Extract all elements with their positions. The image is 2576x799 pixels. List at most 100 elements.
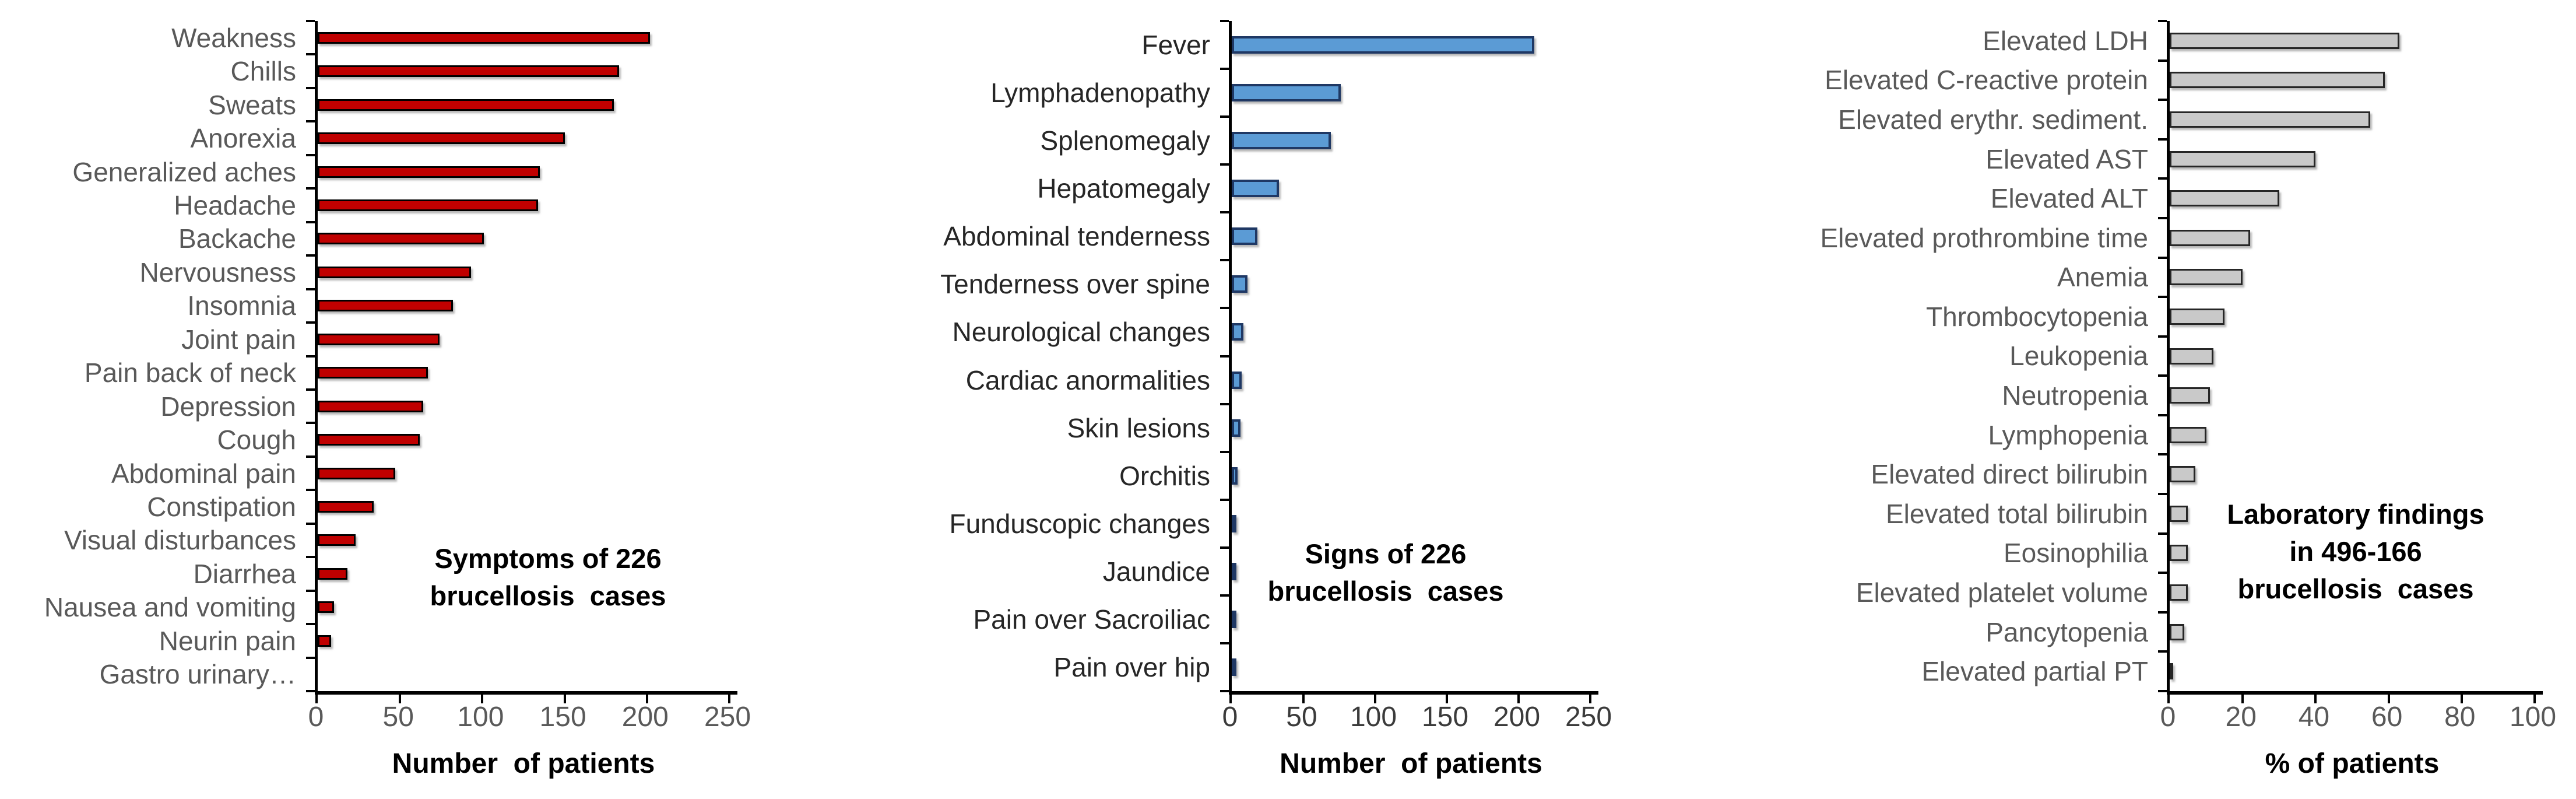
bar [1232, 275, 1248, 293]
chart-title-line: in 496-166 [2289, 536, 2422, 567]
category-label: Cardiac anormalities [965, 365, 1210, 395]
bar [2170, 505, 2188, 522]
bar [318, 166, 540, 178]
bar [318, 233, 484, 245]
lab-findings-chart-panel: Elevated LDH Elevated C-reactive protein E… [1717, 0, 2576, 799]
x-tick-label: 50 [382, 702, 414, 733]
category-label: Elevated direct bilirubin [1871, 459, 2148, 490]
x-axis-tick [2314, 695, 2317, 703]
y-axis-tick [2158, 690, 2167, 692]
category-label: Leukopenia [2009, 341, 2148, 372]
bar [318, 434, 420, 446]
x-tick-label: 50 [1286, 702, 1317, 733]
category-label: Chills [230, 56, 296, 87]
y-axis-tick [1220, 259, 1229, 262]
bar [1232, 371, 1242, 389]
signs-chart-panel: Fever Lymphadenopathy Splenomegaly Hepatome… [859, 0, 1717, 799]
bar [1232, 658, 1236, 676]
x-axis-tick [728, 695, 730, 703]
y-axis-tick [1220, 642, 1229, 644]
bar [2170, 584, 2188, 601]
category-label: Backache [178, 223, 296, 254]
chart-title-line: brucellosis cases [1267, 576, 1504, 607]
bar [1232, 514, 1236, 532]
y-axis-tick [306, 187, 315, 190]
bar [318, 467, 395, 479]
x-tick-label: 100 [2509, 702, 2557, 733]
y-axis-tick [2158, 99, 2167, 101]
x-tick-label: 40 [2298, 702, 2330, 733]
category-label: Elevated platelet volume [1855, 577, 2148, 608]
y-axis-tick [2158, 453, 2167, 456]
bar [2170, 308, 2224, 325]
y-axis-tick [1220, 20, 1229, 22]
category-label: Generalized aches [72, 156, 296, 187]
plot-area: Symptoms of 226 brucellosis cases [306, 20, 737, 703]
y-axis-tick [306, 388, 315, 391]
category-label: Skin lesions [1067, 412, 1210, 443]
bar [318, 367, 428, 379]
x-axis-tick [315, 695, 318, 703]
bar [2170, 190, 2279, 207]
x-axis-tick [645, 695, 648, 703]
category-label: Elevated partial PT [1921, 656, 2148, 687]
x-tick-label: 200 [1493, 702, 1541, 733]
bar [2170, 426, 2206, 443]
x-tick-label: 100 [1349, 702, 1397, 733]
bar [1232, 227, 1258, 246]
bar [318, 601, 335, 614]
bar [1232, 562, 1236, 580]
y-axis-tick [306, 254, 315, 257]
y-axis-tick [306, 556, 315, 559]
chart-title: Symptoms of 226 brucellosis cases [430, 540, 666, 615]
y-axis-tick [1220, 690, 1229, 692]
category-label: Joint pain [181, 324, 296, 355]
x-axis-tick [2387, 695, 2390, 703]
plot-area: Laboratory findings in 496-166 brucellosis… [2158, 20, 2543, 703]
bar [1232, 323, 1243, 341]
bar [2170, 111, 2371, 128]
x-tick-label: 150 [1421, 702, 1469, 733]
bar [1232, 419, 1240, 437]
x-tick-label: 0 [1222, 702, 1238, 733]
y-axis-tick [2158, 216, 2167, 219]
category-labels: Elevated LDH Elevated C-reactive protein E… [1717, 21, 2148, 691]
bar [1232, 132, 1331, 150]
category-label: Neutropenia [2002, 380, 2148, 411]
y-axis-tick [1220, 355, 1229, 358]
y-axis-tick [2158, 138, 2167, 141]
chart-title: Laboratory findings in 496-166 brucellosis… [2227, 496, 2484, 608]
y-axis-tick [306, 120, 315, 123]
bar [318, 266, 471, 278]
x-axis-title: % of patients [2265, 748, 2440, 779]
y-axis-tick [1220, 163, 1229, 166]
category-label: Neurological changes [952, 317, 1210, 348]
category-label: Funduscopic changes [949, 508, 1210, 539]
chart-title: Signs of 226 brucellosis cases [1268, 535, 1504, 610]
category-label: Headache [174, 190, 296, 220]
x-axis-tick [481, 695, 484, 703]
y-axis-tick [2158, 335, 2167, 338]
category-label: Elevated erythr. sediment. [1838, 104, 2148, 135]
y-axis-tick [1220, 211, 1229, 214]
category-label: Neurin pain [159, 625, 296, 656]
chart-title-line: Symptoms of 226 [434, 543, 662, 574]
y-axis-tick [1220, 450, 1229, 453]
bar [1232, 84, 1341, 102]
category-label: Elevated C-reactive protein [1825, 65, 2148, 96]
y-axis-tick [306, 86, 315, 89]
x-tick-label: 100 [457, 702, 504, 733]
category-label: Depression [160, 391, 296, 422]
x-tick-label: 250 [1565, 702, 1612, 733]
category-label: Splenomegaly [1040, 125, 1210, 156]
bar [2170, 387, 2210, 404]
y-axis-tick [2158, 177, 2167, 180]
y-axis-tick [2158, 413, 2167, 416]
bar [318, 567, 347, 580]
x-tick-label: 20 [2225, 702, 2257, 733]
category-label: Lymphopenia [1988, 419, 2149, 450]
category-label: Anemia [2057, 262, 2148, 293]
y-axis-tick [2158, 374, 2167, 377]
chart-title-line: Signs of 226 [1305, 538, 1467, 569]
bar [318, 635, 331, 647]
